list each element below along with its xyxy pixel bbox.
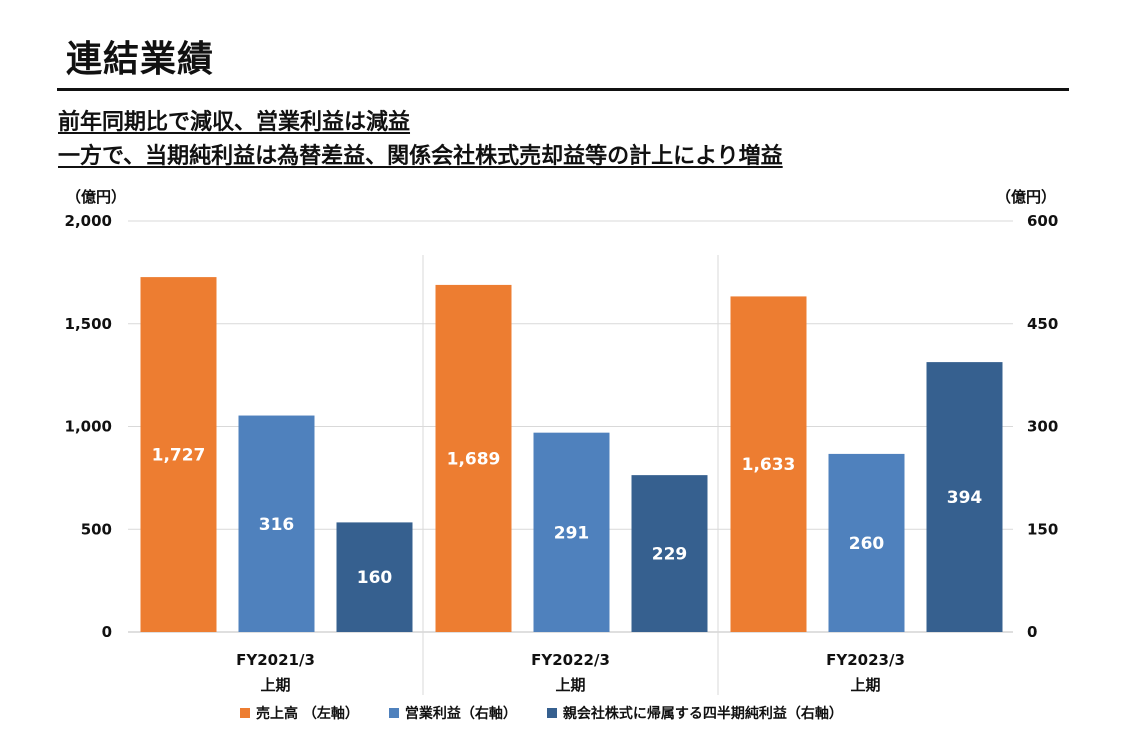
bar-data-label: 160 — [357, 568, 393, 588]
right-axis-tick-label: 0 — [1027, 623, 1037, 641]
bar-data-label: 260 — [849, 534, 885, 554]
bar-data-label: 1,633 — [742, 455, 796, 475]
left-axis-unit-label: （億円） — [66, 188, 126, 206]
subtitle-line-1: 前年同期比で減収、営業利益は減益 — [58, 110, 411, 135]
bar — [631, 475, 708, 632]
legend-swatch-sales — [240, 708, 250, 718]
legend-swatch-net-income — [546, 708, 557, 718]
bar-data-label: 291 — [554, 523, 590, 543]
bar — [730, 296, 807, 632]
legend-item-sales: 売上高 （左軸） — [240, 703, 359, 723]
legend-swatch-operating-income — [388, 708, 399, 718]
bar-data-label: 1,689 — [447, 449, 501, 469]
bar-data-label: 229 — [652, 545, 688, 565]
legend-item-net-income: 親会社株式に帰属する四半期純利益（右軸） — [546, 703, 843, 723]
bar — [435, 284, 512, 632]
left-axis-tick-label: 1,000 — [65, 418, 112, 436]
subtitle-line-2: 一方で、当期純利益は為替差益、関係会社株式売却益等の計上により増益 — [58, 144, 783, 169]
bar — [140, 277, 217, 632]
legend-item-operating-income: 営業利益（右軸） — [388, 703, 517, 723]
right-axis-tick-label: 300 — [1027, 418, 1058, 436]
right-axis-tick-label: 450 — [1027, 315, 1058, 333]
legend-label-operating-income: 営業利益（右軸） — [404, 706, 517, 722]
left-axis-tick-label: 1,500 — [65, 315, 112, 333]
bar-data-label: 394 — [947, 488, 983, 508]
right-axis-tick-label: 600 — [1027, 212, 1058, 230]
legend-label-net-income: 親会社株式に帰属する四半期純利益（右軸） — [562, 706, 843, 722]
bar-data-label: 316 — [259, 515, 295, 535]
right-axis-unit-label: （億円） — [996, 188, 1056, 206]
left-axis-tick-label: 500 — [81, 520, 112, 538]
bar — [336, 522, 413, 632]
bar — [926, 362, 1003, 632]
category-label: FY2023/3 — [826, 651, 905, 669]
bar — [238, 415, 315, 632]
title-divider — [57, 88, 1069, 91]
right-axis-tick-label: 150 — [1027, 520, 1058, 538]
legend-label-sales: 売上高 （左軸） — [256, 706, 359, 722]
bar — [828, 453, 905, 632]
left-axis-tick-label: 2,000 — [65, 212, 112, 230]
category-label: FY2021/3 — [236, 651, 315, 669]
category-label: FY2022/3 — [531, 651, 610, 669]
bar — [533, 432, 610, 632]
category-sublabel: 上期 — [260, 676, 290, 694]
left-axis-tick-label: 0 — [102, 623, 112, 641]
category-sublabel: 上期 — [850, 676, 880, 694]
bar-data-label: 1,727 — [152, 446, 206, 466]
chart-legend: 売上高 （左軸） 営業利益（右軸） 親会社株式に帰属する四半期純利益（右軸） — [240, 703, 843, 723]
category-sublabel: 上期 — [555, 676, 585, 694]
page-title: 連結業績 — [66, 39, 215, 80]
